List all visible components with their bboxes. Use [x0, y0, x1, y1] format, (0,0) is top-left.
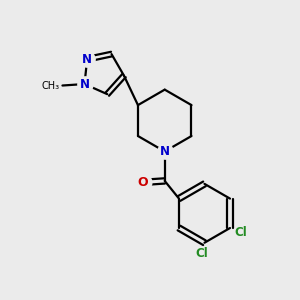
- Text: N: N: [82, 53, 92, 66]
- Text: Cl: Cl: [235, 226, 247, 239]
- Text: N: N: [160, 145, 170, 158]
- Text: CH₃: CH₃: [42, 80, 60, 91]
- Text: Cl: Cl: [195, 248, 208, 260]
- Text: O: O: [137, 176, 148, 189]
- Text: N: N: [80, 77, 89, 91]
